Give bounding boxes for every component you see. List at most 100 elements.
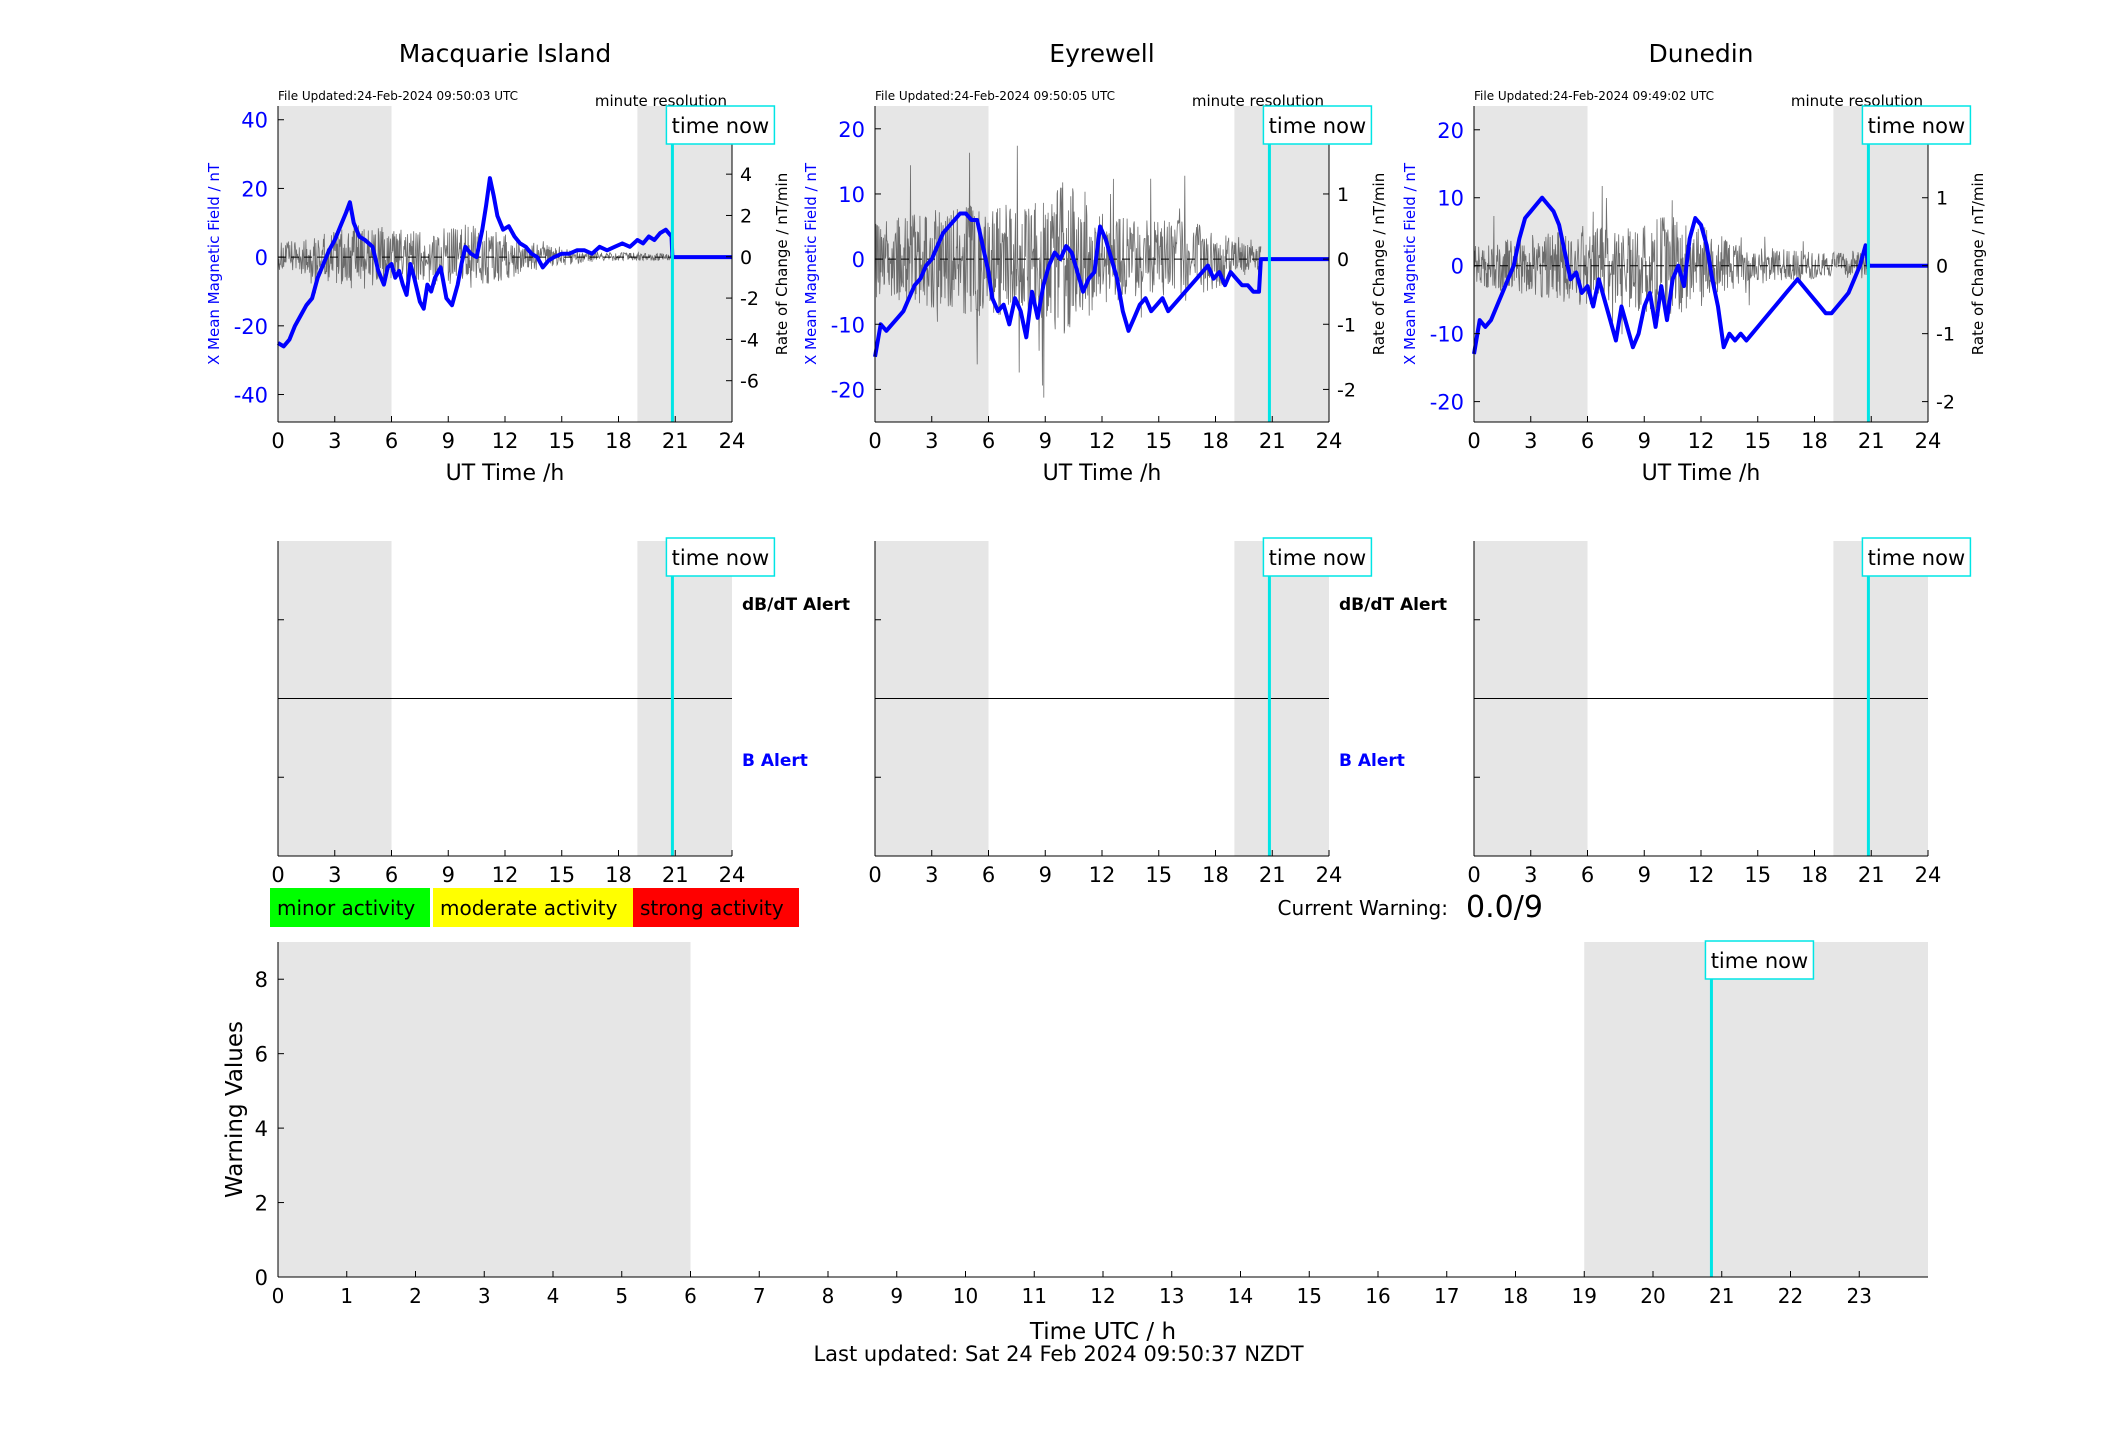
x-tick-label: 21 [1858,863,1885,887]
x-tick-label: 21 [1709,1284,1734,1308]
x-tick-label: 12 [1688,429,1715,453]
y-tick-label: 10 [838,183,865,207]
b-alert-label: B Alert [1339,751,1405,771]
y-right-tick-label: 0 [1936,256,1948,278]
time-now-box [665,105,776,145]
y-tick-label: -10 [831,313,865,337]
y-tick-label: 4 [255,1117,268,1141]
y-right-tick-label: -2 [1936,392,1955,414]
x-tick-label: 21 [662,863,689,887]
station-panel-dunedin: -20-1001020-2-101203691215182124DunedinF… [1401,39,1987,486]
station-title: Dunedin [1649,39,1754,68]
x-tick-label: 6 [1581,863,1594,887]
minor-activity-label: minor activity [277,896,415,920]
y-right-axis-label: Rate of Change / nT/min [1969,173,1987,355]
x-tick-label: 3 [1524,429,1537,453]
dbdt-alert-label: dB/dT Alert [1339,595,1447,615]
x-axis-label: UT Time /h [446,461,565,486]
activity-legend: minor activity moderate activity strong ac… [270,888,799,927]
magnetic-field-line [873,211,1329,358]
x-tick-label: 22 [1778,1284,1803,1308]
x-tick-label: 15 [1744,429,1771,453]
y-tick-label: 0 [1451,255,1464,279]
x-tick-label: 9 [1638,863,1651,887]
night-shade [637,106,732,422]
x-tick-label: 7 [753,1284,766,1308]
x-tick-label: 15 [1145,429,1172,453]
y-axis-label: Warning Values [222,1021,248,1198]
x-tick-label: 9 [1638,429,1651,453]
x-tick-label: 0 [272,1284,285,1308]
x-tick-label: 24 [1316,863,1343,887]
time-now-box [1704,940,1815,980]
x-tick-label: 17 [1434,1284,1459,1308]
x-tick-label: 6 [684,1284,697,1308]
x-tick-label: 12 [1089,863,1116,887]
time-now-box [1861,537,1972,577]
alert-panel-eyrewell: 0 3 6 9 12 15 18 21 24 dB/dT Alert B Alert time now [868,537,1447,887]
x-tick-label: 9 [442,429,455,453]
x-tick-label: 24 [719,429,746,453]
y-tick-label: 10 [1437,187,1464,211]
x-tick-label: 6 [982,863,995,887]
y-tick-label: 20 [1437,119,1464,143]
x-tick-label: 9 [442,863,455,887]
x-tick-label: 10 [953,1284,978,1308]
y-right-tick-label: -4 [740,329,759,351]
x-tick-label: 2 [409,1284,422,1308]
x-tick-label: 24 [1915,429,1942,453]
time-now-label: time now [1711,949,1808,973]
x-tick-label: 0 [271,863,284,887]
x-tick-label: 11 [1022,1284,1047,1308]
x-tick-label: 15 [1145,863,1172,887]
x-tick-label: 18 [1503,1284,1528,1308]
current-warning-value: 0.0/9 [1466,890,1543,925]
y-tick-label: 0 [255,246,268,270]
y-tick-label: -20 [234,315,268,339]
x-tick-label: 0 [1467,429,1480,453]
moderate-activity-label: moderate activity [440,896,618,920]
station-panel-macquarie-island: -40-2002040-6-4-2024603691215182124Macqu… [205,39,791,486]
y-tick-label: -20 [831,378,865,402]
x-tick-label: 19 [1572,1284,1597,1308]
x-tick-label: 9 [1039,863,1052,887]
y-tick-label: 6 [255,1043,268,1067]
file-updated-label: File Updated:24-Feb-2024 09:50:05 UTC [875,89,1115,103]
x-tick-label: 12 [492,863,519,887]
time-now-box [1262,537,1373,577]
y-tick-label: 0 [852,248,865,272]
x-tick-label: 0 [868,863,881,887]
x-axis-label: UT Time /h [1043,461,1162,486]
x-tick-label: 12 [1089,429,1116,453]
y-tick-label: -20 [1430,391,1464,415]
x-tick-label: 18 [1801,863,1828,887]
y-right-tick-label: -1 [1936,324,1955,346]
x-tick-label: 18 [1202,863,1229,887]
night-shade [1584,942,1928,1277]
night-shade [1234,106,1329,422]
x-tick-label: 3 [925,429,938,453]
y-tick-label: 20 [241,177,268,201]
x-tick-label: 15 [1297,1284,1322,1308]
x-tick-label: 3 [478,1284,491,1308]
x-tick-label: 24 [719,863,746,887]
x-tick-label: 5 [615,1284,628,1308]
y-right-tick-label: 4 [740,164,752,186]
alert-panel-dunedin: 0 3 6 9 12 15 18 21 24 time now [1467,537,1972,887]
x-tick-label: 21 [1259,863,1286,887]
y-right-tick-label: 1 [1936,188,1948,210]
x-tick-label: 21 [662,429,689,453]
current-warning-label: Current Warning: [1278,896,1448,920]
x-axis-label: UT Time /h [1642,461,1761,486]
y-right-axis-label: Rate of Change / nT/min [773,173,791,355]
file-updated-label: File Updated:24-Feb-2024 09:49:02 UTC [1474,89,1714,103]
x-tick-label: 18 [605,863,632,887]
strong-activity-label: strong activity [640,896,784,920]
x-tick-label: 3 [925,863,938,887]
x-tick-label: 21 [1259,429,1286,453]
strong-activity-swatch [633,888,799,927]
dbdt-alert-label: dB/dT Alert [742,595,850,615]
time-now-label: time now [672,114,769,138]
